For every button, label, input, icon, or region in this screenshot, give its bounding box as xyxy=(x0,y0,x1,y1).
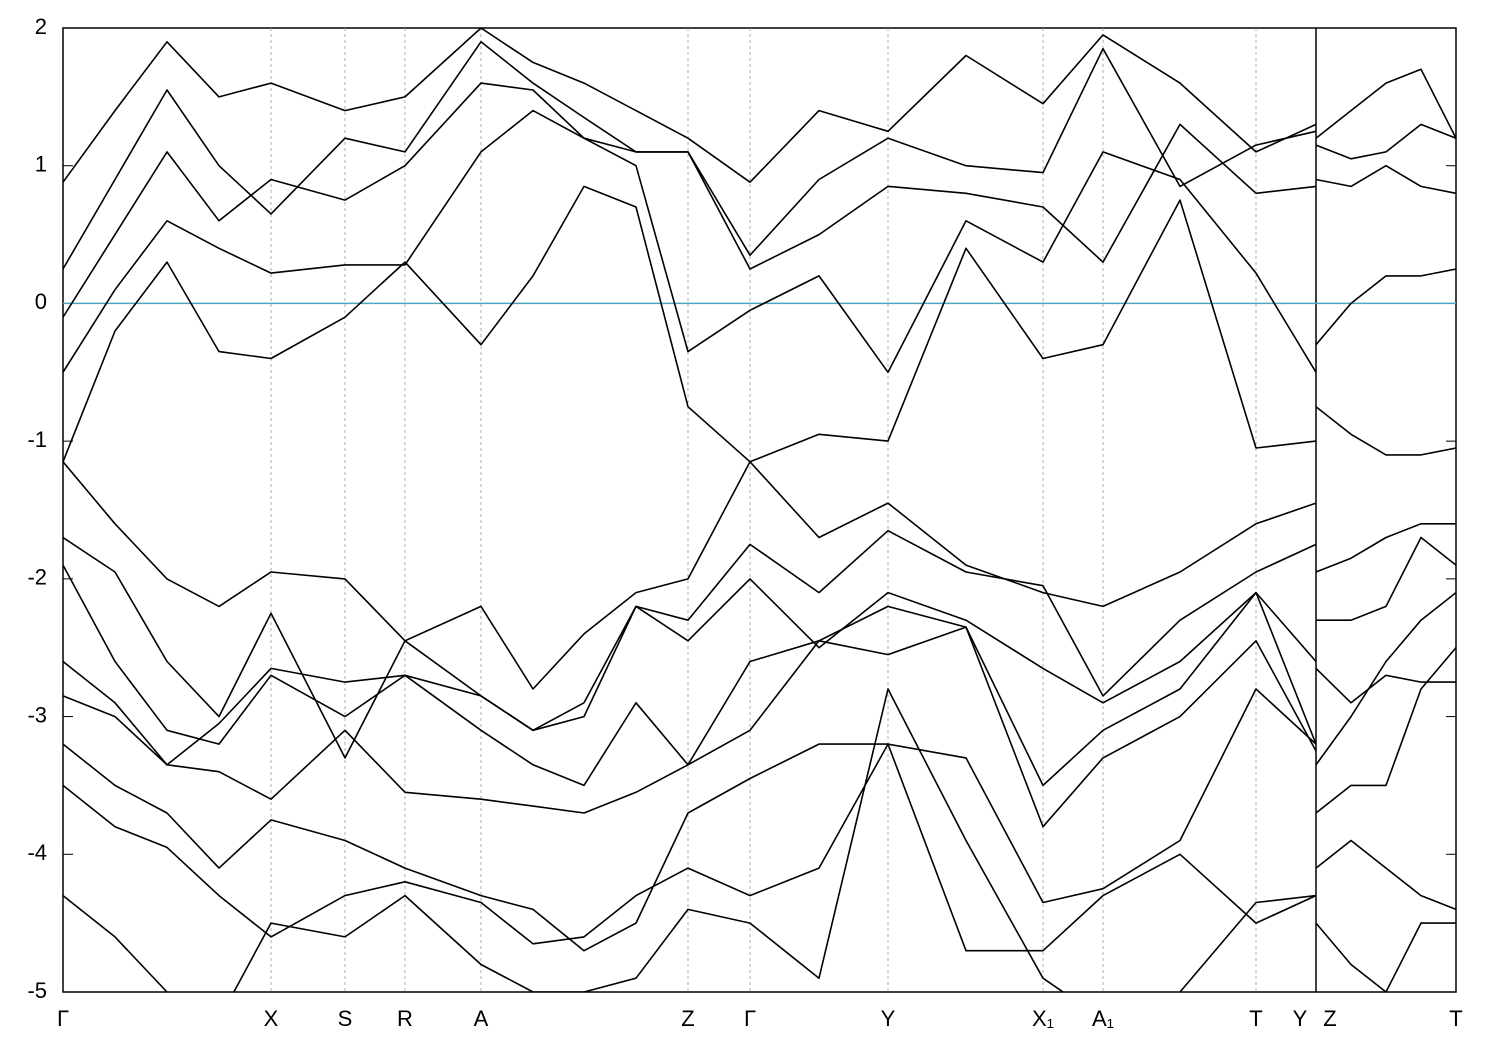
y-tick-label: 1 xyxy=(35,152,47,177)
band xyxy=(63,743,1456,992)
band xyxy=(63,529,1456,759)
x-tick-label: Y xyxy=(1293,1006,1308,1031)
band xyxy=(63,688,1456,952)
y-tick-label: 0 xyxy=(35,289,47,314)
x-tick-label: T xyxy=(1449,1006,1462,1031)
y-tick-label: -3 xyxy=(27,702,47,727)
plot-frame xyxy=(62,27,1457,993)
band xyxy=(63,591,1456,787)
bands xyxy=(63,28,1456,992)
x-tick-label: T xyxy=(1249,1006,1262,1031)
band xyxy=(63,605,1456,828)
y-tick-label: -4 xyxy=(27,840,47,865)
band xyxy=(63,109,1456,374)
band xyxy=(63,82,1456,318)
x-tick-label: A xyxy=(474,1006,489,1031)
band xyxy=(63,41,1456,270)
x-tick-label: Γ xyxy=(744,1006,756,1031)
y-tick-label: -5 xyxy=(27,978,47,1003)
y-tick-label: -1 xyxy=(27,427,47,452)
x-tick-label: Z xyxy=(681,1006,694,1031)
x-tick-label: Y xyxy=(881,1006,896,1031)
x-tick-label: X₁ xyxy=(1032,1006,1054,1031)
band xyxy=(63,28,1456,183)
band xyxy=(63,688,1317,992)
x-tick-label: S xyxy=(338,1006,353,1031)
band xyxy=(63,564,1456,745)
y-tick-label: -2 xyxy=(27,565,47,590)
x-tick-label: R xyxy=(397,1006,413,1031)
band xyxy=(63,461,1456,690)
x-tick-label: A₁ xyxy=(1092,1006,1114,1031)
band xyxy=(63,185,1456,463)
x-tick-label: Γ xyxy=(57,1006,69,1031)
y-tick-label: 2 xyxy=(35,14,47,39)
x-tick-label: Z xyxy=(1323,1006,1336,1031)
x-tick-label: X xyxy=(264,1006,279,1031)
